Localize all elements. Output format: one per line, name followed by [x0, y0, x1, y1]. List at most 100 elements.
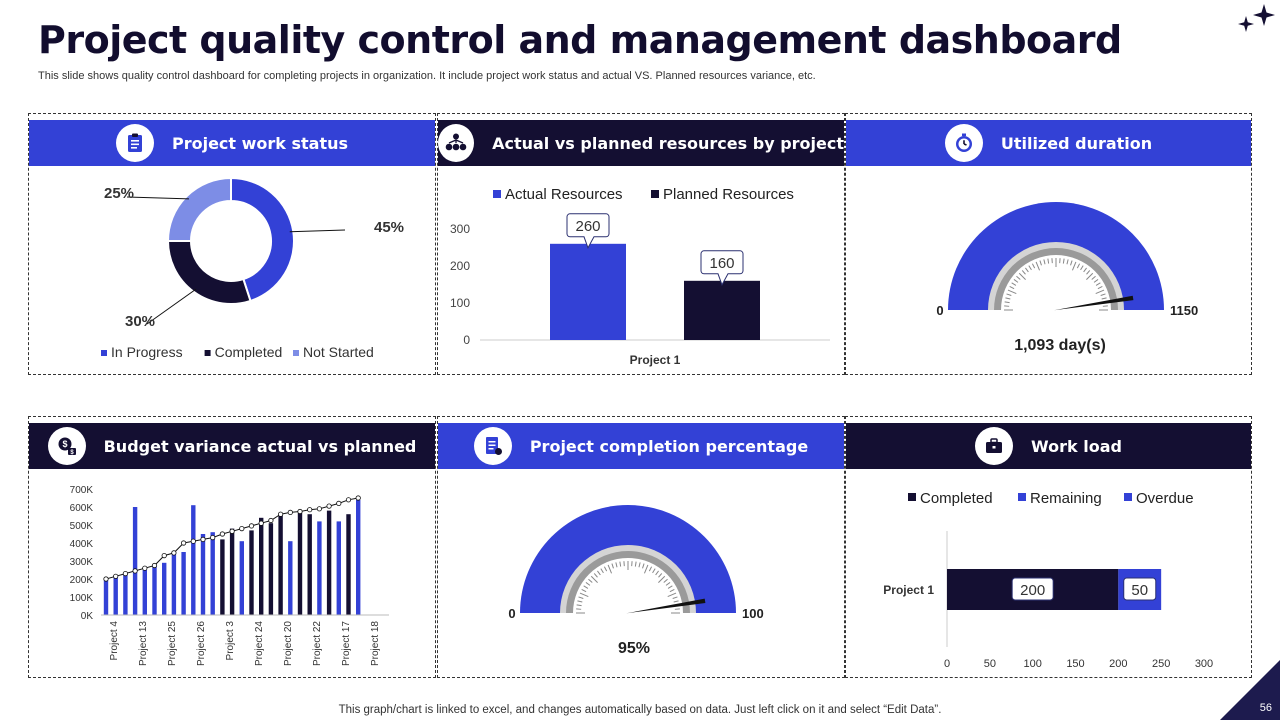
line-point [122, 571, 129, 577]
gauge-tick [669, 588, 675, 593]
gauge-tick [1066, 259, 1069, 265]
bar [229, 528, 235, 615]
line-point [132, 568, 138, 574]
x-tick-label: Project 22 [312, 621, 323, 666]
briefcase-icon [975, 427, 1014, 465]
slice-label: 45% [374, 219, 404, 236]
y-tick-label: 600K [70, 503, 94, 514]
line-point [239, 525, 245, 532]
line-point [190, 538, 196, 544]
gauge-tick [665, 582, 671, 586]
gauge-tick [1070, 260, 1073, 266]
data-label-callout: 260 [566, 213, 610, 250]
gauge-tick [667, 592, 677, 598]
page-subtitle: This slide shows quality control dashboa… [38, 70, 816, 82]
gauge-tick [1101, 297, 1107, 300]
line-point [258, 520, 264, 526]
legend-label: Actual Resources [505, 186, 623, 203]
x-tick-label: Project 18 [370, 621, 381, 666]
y-tick-label: 700K [70, 485, 94, 496]
line-point [268, 517, 274, 524]
legend-label: Remaining [1030, 490, 1102, 507]
gauge-tick [1086, 272, 1094, 280]
x-tick-label: Project 17 [341, 621, 352, 666]
gauge-tick [1025, 267, 1029, 273]
data-label-callout: 160 [700, 250, 744, 287]
legend-label: Overdue [1136, 490, 1194, 507]
gauge-tick [638, 562, 641, 568]
legend-swatch [101, 350, 107, 356]
bar [103, 579, 109, 615]
y-tick-label: 300K [70, 557, 94, 568]
data-label: 200 [1020, 582, 1045, 599]
gauge-tick [615, 562, 618, 568]
gauge-tick [1011, 282, 1017, 286]
svg-text:$: $ [70, 450, 74, 456]
corner-decoration [1220, 660, 1280, 720]
y-tick-label: 300 [450, 222, 470, 236]
x-tick-label: Project 25 [167, 621, 178, 666]
donut-chart: 45% 30% 25% In Progress Completed Not Started [101, 176, 404, 360]
gauge-max-label: 100 [742, 606, 764, 621]
gauge-max-label: 1150 [1170, 303, 1198, 318]
panel-duration: Utilized duration 0 1150 1,093 day(s) [845, 113, 1252, 375]
bar [132, 507, 138, 615]
y-tick-label: 100K [70, 593, 94, 604]
completion-gauge: 0 100 95% [508, 505, 764, 657]
line-point [326, 503, 332, 509]
gauge-tick [590, 575, 598, 583]
gauge-tick [658, 573, 663, 578]
gauge-tick [1028, 265, 1032, 271]
x-tick-label: Project 4 [109, 621, 120, 661]
team-resources-icon [438, 124, 475, 162]
bar [346, 514, 351, 615]
panel-title: Utilized duration [1000, 133, 1153, 153]
line-point [171, 550, 177, 556]
panel-header: Project work status [29, 120, 435, 166]
bar [113, 577, 118, 615]
line-point [229, 528, 235, 534]
data-label: 160 [709, 255, 734, 272]
panel-completion: Project completion percentage 0 100 95% [437, 416, 845, 678]
gauge-min-label: 0 [936, 303, 943, 318]
gauge-tick [597, 570, 601, 576]
legend-label: Completed [920, 490, 993, 507]
bar [239, 541, 244, 615]
x-tick-label: 50 [984, 658, 996, 670]
panel-work-status: Project work status 45% 30% 25% In Progress… [28, 113, 436, 375]
gauge-tick [603, 566, 608, 572]
gauge-tick [1100, 293, 1106, 296]
gauge-needle [1054, 295, 1134, 311]
gauge-tick [1005, 297, 1011, 300]
gauge-tick [648, 566, 653, 572]
gauge-tick [593, 573, 598, 578]
page-title: Project quality control and management d… [38, 18, 1122, 62]
legend-swatch [1018, 493, 1026, 501]
panel-title: Project work status [171, 133, 349, 153]
donut-slice [166, 176, 232, 242]
gauge-tick [619, 561, 622, 567]
gauge-tick [667, 585, 673, 589]
panel-title: Project completion percentage [529, 436, 809, 456]
x-tick-label: Project 26 [196, 621, 207, 666]
gauge-tick [642, 563, 645, 569]
bar [278, 514, 283, 615]
duration-gauge: 0 1150 1,093 day(s) [936, 202, 1198, 354]
line-point [336, 500, 342, 507]
bar [210, 532, 215, 615]
gauge-tick [643, 564, 649, 574]
legend-label: Not Started [303, 344, 374, 360]
line-point [287, 509, 293, 516]
leader-line [126, 196, 189, 200]
gauge-tick [607, 564, 613, 574]
x-tick-label: Project 13 [138, 621, 149, 666]
clipboard-icon [115, 124, 154, 162]
panel-header: Project completion percentage [438, 423, 844, 469]
callout-box [566, 213, 610, 250]
line-point [151, 562, 158, 569]
gauge-tick [1013, 279, 1019, 283]
bar [171, 553, 177, 615]
x-tick-label: 150 [1066, 658, 1084, 670]
x-tick-label: 100 [1023, 658, 1041, 670]
panel-header: Work load [846, 423, 1251, 469]
